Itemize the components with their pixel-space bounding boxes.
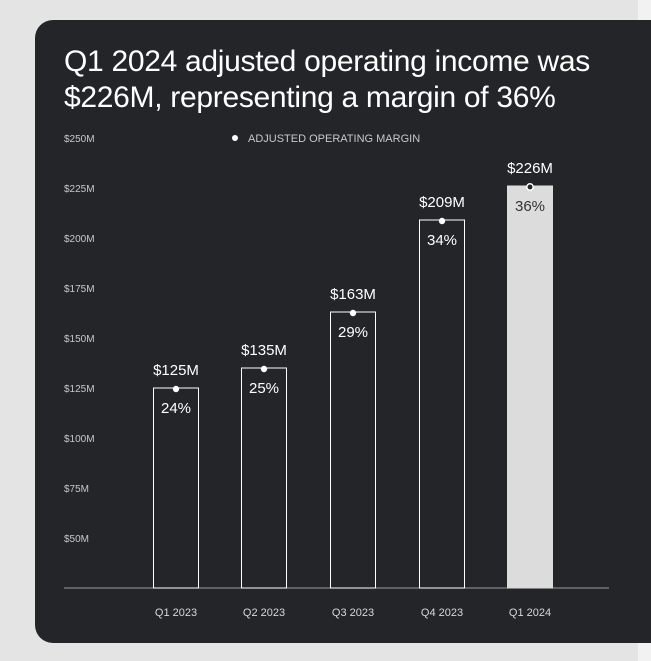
bar-value-label: $209M: [419, 194, 465, 211]
chart-card: Q1 2024 adjusted operating income was $2…: [35, 20, 651, 643]
bar: [419, 219, 465, 589]
bar-group: $163M 29%: [330, 286, 376, 589]
legend: ADJUSTED OPERATING MARGIN: [232, 133, 420, 145]
margin-label: 29%: [338, 324, 368, 341]
bar-value-label: $163M: [330, 286, 376, 303]
bar: [330, 311, 376, 589]
y-tick-label: $50M: [64, 534, 89, 545]
margin-label: 34%: [427, 232, 457, 249]
margin-marker: [526, 183, 534, 191]
x-category-label: Q3 2023: [332, 607, 374, 619]
bar: [241, 367, 287, 589]
bars: $125M 24% $135M 25% $163M 29% $209M 34% $226M 36%: [153, 160, 553, 589]
bar-chart: ADJUSTED OPERATING MARGIN $50M $75M $100M $…: [64, 133, 609, 619]
margin-label: 24%: [161, 400, 191, 417]
x-axis: Q1 2023 Q2 2023 Q3 2023 Q4 2023 Q1 2024: [155, 607, 551, 619]
y-tick-label: $225M: [64, 184, 95, 195]
x-category-label: Q1 2023: [155, 607, 197, 619]
y-tick-label: $250M: [64, 134, 95, 145]
bar: [153, 387, 199, 589]
bar-group: $226M 36%: [507, 160, 553, 589]
y-tick-label: $150M: [64, 334, 95, 345]
y-tick-label: $100M: [64, 434, 95, 445]
margin-marker: [260, 365, 268, 373]
margin-label: 25%: [249, 380, 279, 397]
bar-value-label: $125M: [153, 362, 199, 379]
bar-group: $209M 34%: [419, 194, 465, 589]
headline-line-2: $226M, representing a margin of 36%: [64, 81, 556, 114]
margin-label: 36%: [515, 198, 545, 215]
y-tick-label: $175M: [64, 284, 95, 295]
bar-group: $135M 25%: [241, 342, 287, 589]
margin-marker: [438, 217, 446, 225]
bar-group: $125M 24%: [153, 362, 199, 589]
x-category-label: Q2 2023: [243, 607, 285, 619]
headline-line-1: Q1 2024 adjusted operating income was: [64, 45, 590, 78]
y-tick-label: $75M: [64, 484, 89, 495]
bar-value-label: $226M: [507, 160, 553, 177]
x-category-label: Q4 2023: [421, 607, 463, 619]
y-tick-label: $200M: [64, 234, 95, 245]
bar: [507, 185, 553, 589]
legend-label: ADJUSTED OPERATING MARGIN: [248, 133, 420, 145]
x-category-label: Q1 2024: [509, 607, 551, 619]
chart-headline: Q1 2024 adjusted operating income was $2…: [64, 44, 644, 116]
legend-marker: [232, 135, 238, 141]
margin-marker: [172, 385, 180, 393]
bar-value-label: $135M: [241, 342, 287, 359]
margin-marker: [349, 309, 357, 317]
y-tick-label: $125M: [64, 384, 95, 395]
